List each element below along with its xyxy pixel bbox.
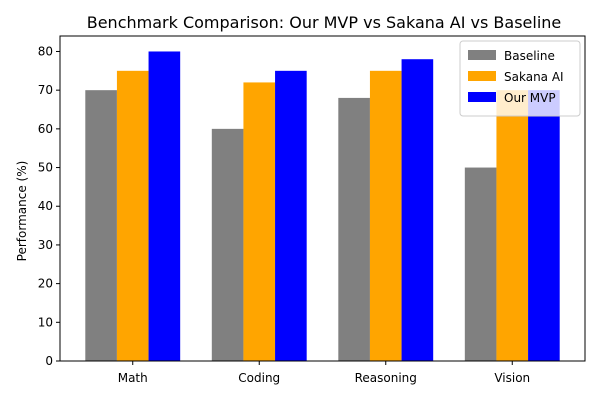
y-tick-label: 60 bbox=[38, 122, 53, 136]
bar-sakana-ai-math bbox=[116, 70, 149, 362]
legend-swatch-our-mvp bbox=[468, 92, 496, 102]
chart-title: Benchmark Comparison: Our MVP vs Sakana … bbox=[87, 13, 562, 32]
y-tick-label: 70 bbox=[38, 83, 53, 97]
y-axis-label: Performance (%) bbox=[15, 161, 29, 262]
legend: Baseline Sakana AI Our MVP bbox=[459, 40, 581, 117]
y-tick-label: 10 bbox=[38, 315, 53, 329]
x-tick-label: Coding bbox=[238, 371, 280, 385]
bar-our-mvp-reasoning bbox=[401, 59, 434, 361]
bar-our-mvp-coding bbox=[275, 70, 307, 362]
legend-swatch-baseline bbox=[468, 50, 496, 60]
bar-baseline-vision bbox=[464, 167, 497, 361]
legend-label-sakana-ai: Sakana AI bbox=[504, 70, 564, 84]
bar-baseline-math bbox=[85, 90, 117, 362]
bar-sakana-ai-reasoning bbox=[369, 70, 402, 362]
bar-our-mvp-vision bbox=[528, 90, 560, 362]
y-ticks-group: 0 10 20 30 40 50 60 70 80 bbox=[38, 44, 60, 368]
x-tick-label: Math bbox=[118, 371, 148, 385]
bars-group bbox=[85, 51, 560, 362]
y-tick-label: 80 bbox=[38, 44, 53, 58]
x-tick-label: Reasoning bbox=[355, 371, 417, 385]
y-tick-label: 30 bbox=[38, 238, 53, 252]
legend-swatch-sakana-ai bbox=[468, 71, 496, 81]
y-tick-label: 40 bbox=[38, 199, 53, 213]
legend-label-our-mvp: Our MVP bbox=[504, 91, 556, 105]
bar-sakana-ai-coding bbox=[243, 82, 276, 361]
y-tick-label: 20 bbox=[38, 277, 53, 291]
x-ticks-group: Math Coding Reasoning Vision bbox=[118, 361, 530, 385]
bar-baseline-reasoning bbox=[338, 97, 370, 362]
legend-label-baseline: Baseline bbox=[504, 49, 555, 63]
bar-baseline-coding bbox=[211, 128, 244, 361]
y-tick-label: 50 bbox=[38, 161, 53, 175]
plot-frame bbox=[59, 35, 586, 362]
x-tick-label: Vision bbox=[494, 371, 530, 385]
bar-sakana-ai-vision bbox=[496, 90, 529, 362]
bar-our-mvp-math bbox=[148, 51, 181, 361]
y-tick-label: 0 bbox=[45, 354, 53, 368]
